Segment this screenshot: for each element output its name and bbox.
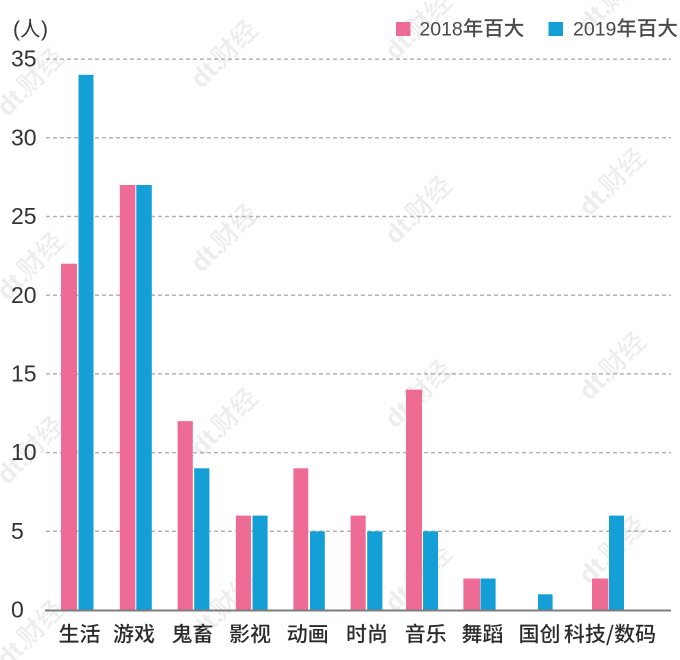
- svg-text:2018: 2018: [419, 19, 462, 41]
- svg-text:10: 10: [11, 439, 37, 465]
- svg-text:5: 5: [11, 518, 24, 544]
- svg-text:30: 30: [11, 124, 37, 150]
- svg-text:20: 20: [11, 282, 37, 308]
- svg-text:0: 0: [11, 597, 24, 623]
- svg-text:(: (: [13, 18, 20, 41]
- svg-text:15: 15: [11, 361, 37, 387]
- svg-text:35: 35: [11, 46, 37, 72]
- svg-text:): ): [41, 18, 48, 41]
- svg-text:2019: 2019: [573, 19, 616, 41]
- svg-text:25: 25: [11, 203, 37, 229]
